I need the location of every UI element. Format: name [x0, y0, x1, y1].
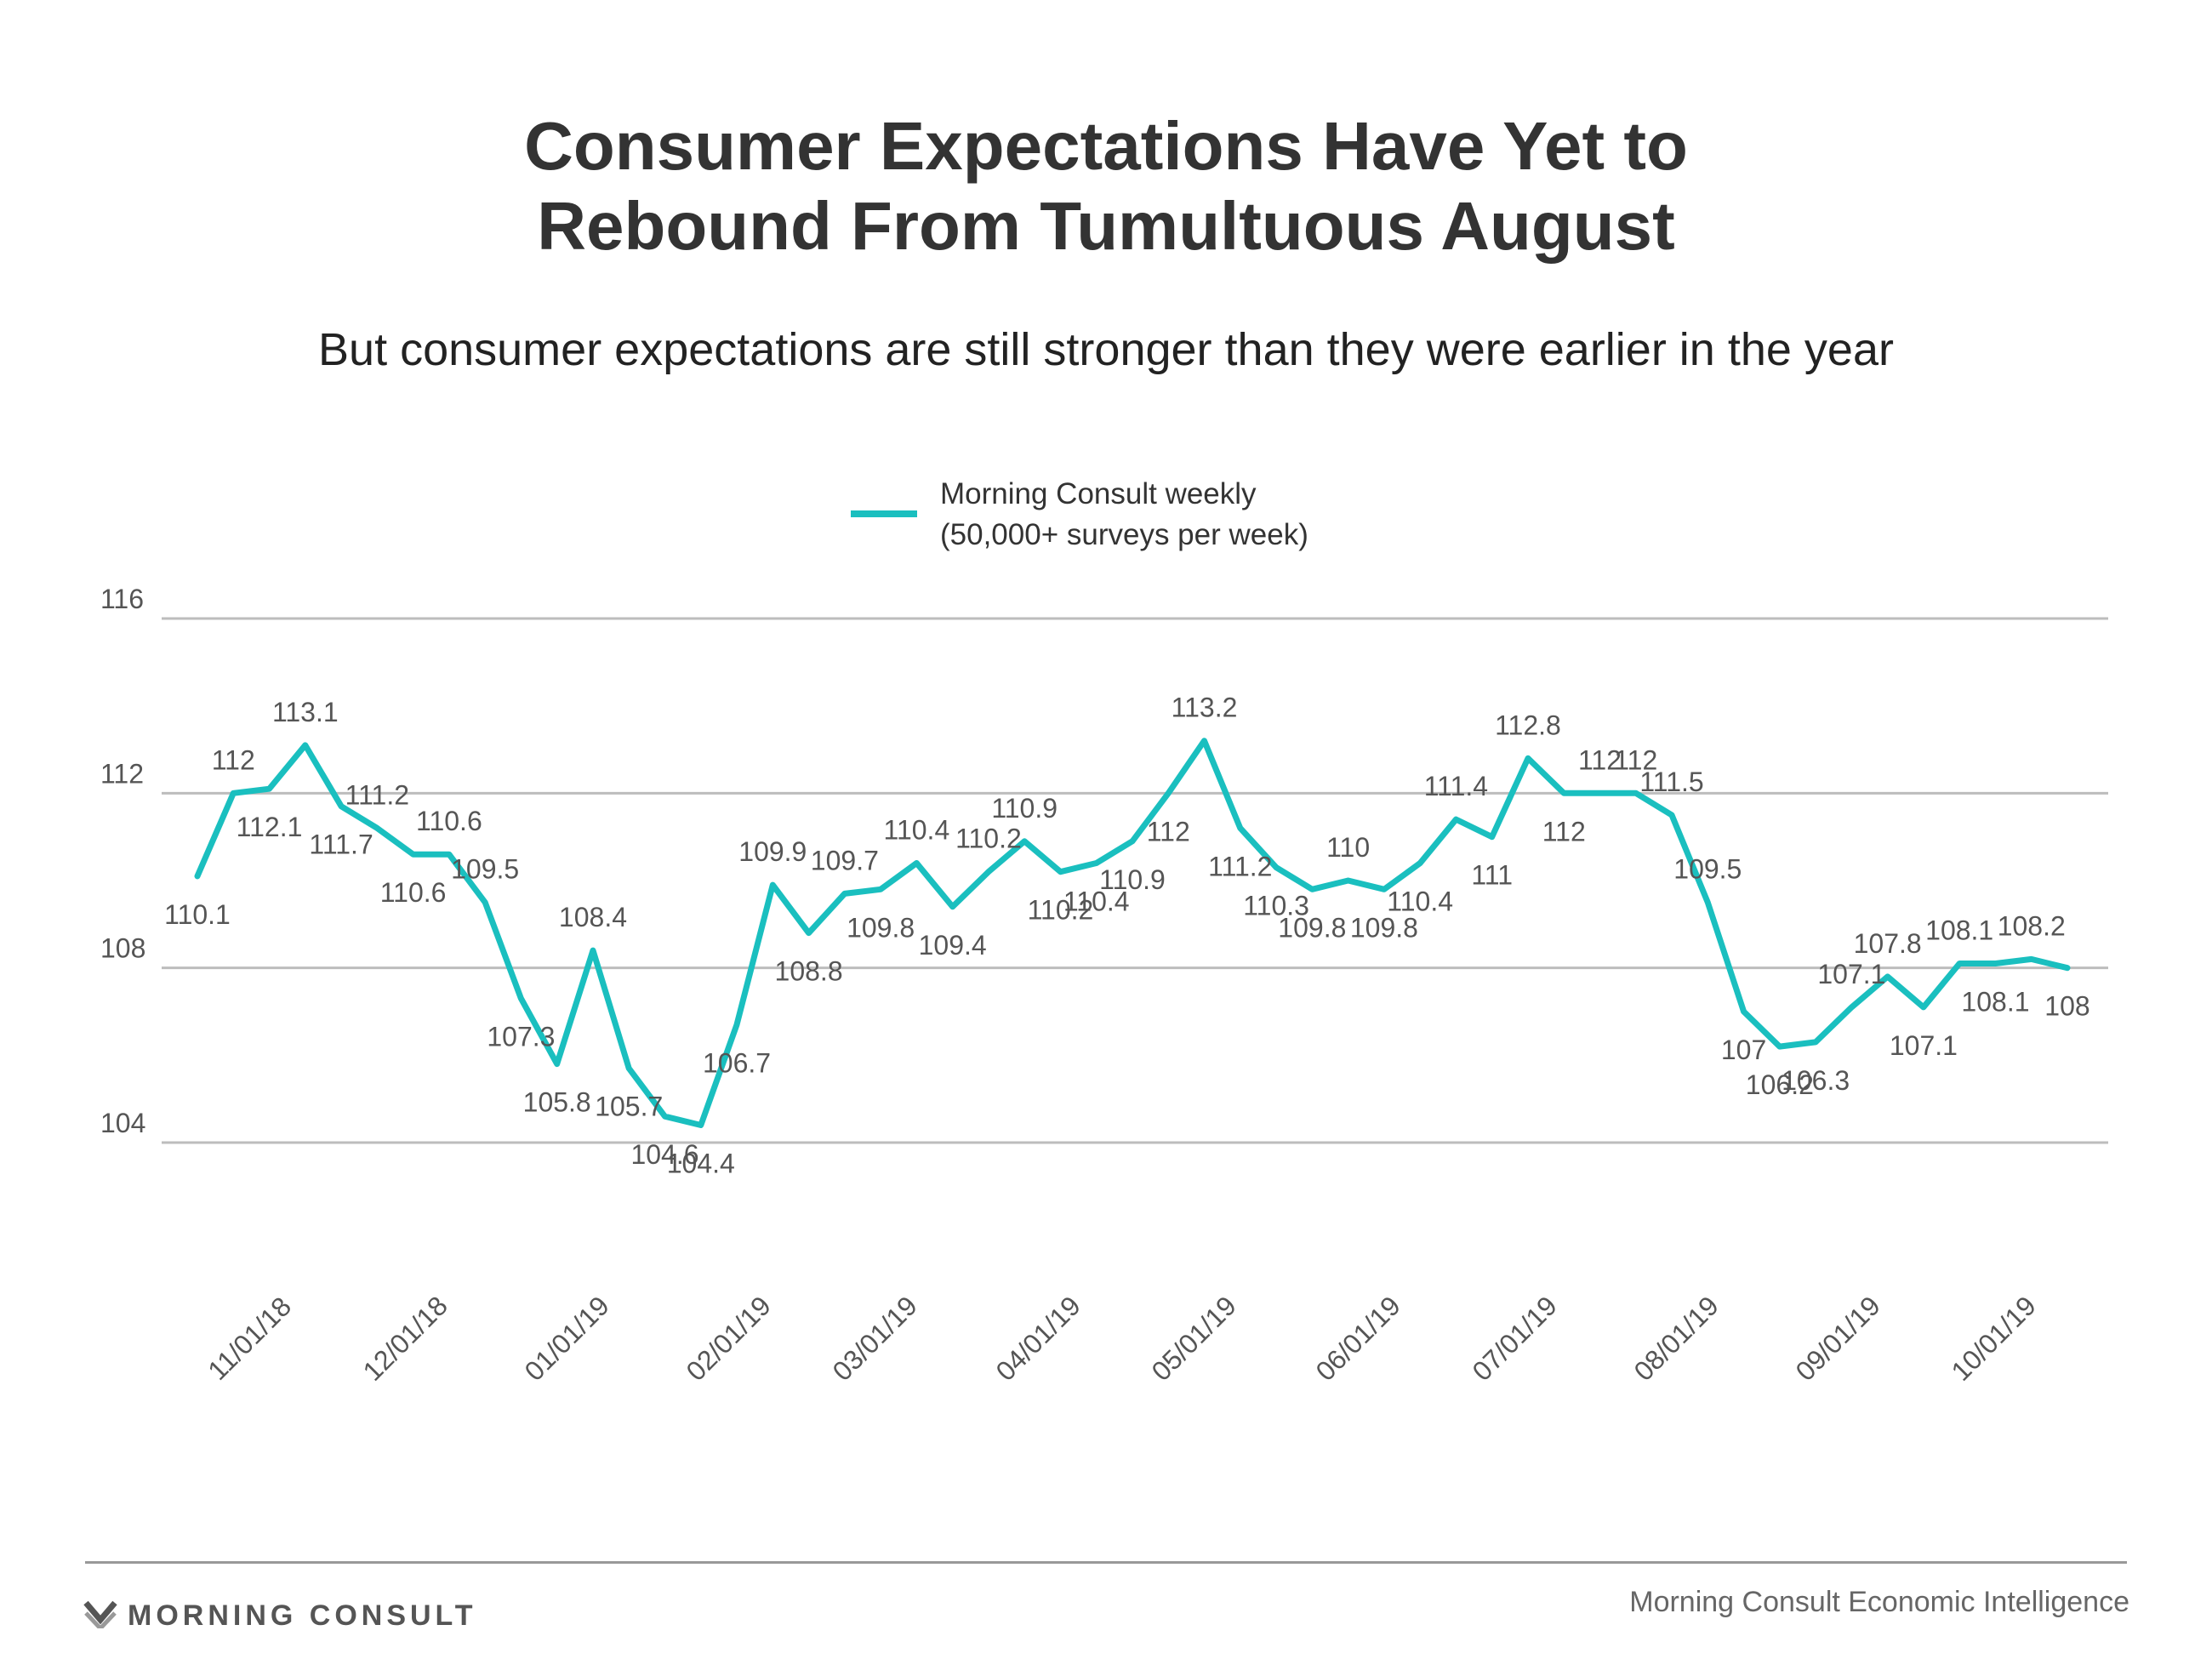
data-label: 109.4 [919, 930, 987, 961]
brand-name: MORNING CONSULT [128, 1599, 477, 1632]
data-label: 106.2 [1746, 1069, 1814, 1100]
x-tick-label: 06/01/19 [1309, 1290, 1406, 1387]
data-label: 112 [1542, 816, 1586, 847]
footer-divider [85, 1561, 2127, 1564]
data-label: 108.1 [1925, 915, 1993, 946]
data-label: 106.3 [1782, 1065, 1850, 1096]
data-label: 107 [1721, 1035, 1766, 1065]
data-label: 110.1 [164, 899, 231, 930]
data-labels: 110.1112112.1113.1111.7111.2110.6110.610… [164, 693, 2090, 1179]
x-tick-label: 04/01/19 [989, 1290, 1086, 1387]
x-tick-label: 01/01/19 [518, 1290, 615, 1387]
data-label: 108.4 [559, 902, 627, 932]
data-label: 105.7 [595, 1092, 663, 1122]
x-tick-label: 09/01/19 [1789, 1290, 1886, 1387]
data-label: 110.2 [1028, 895, 1094, 926]
x-tick-label: 07/01/19 [1466, 1290, 1563, 1387]
data-label: 112 [1614, 744, 1657, 775]
x-tick-label: 11/01/18 [202, 1291, 297, 1386]
legend-label-line-2: (50,000+ surveys per week) [940, 518, 1308, 551]
morning-consult-chevron-icon [83, 1599, 117, 1633]
data-label: 110.6 [380, 877, 447, 908]
data-label: 109.8 [1350, 912, 1418, 943]
data-label: 110.6 [416, 806, 482, 836]
data-label: 110.4 [1063, 886, 1130, 916]
source-credit: Morning Consult Economic Intelligence [1629, 1586, 2129, 1618]
y-tick-label: 116 [100, 584, 144, 614]
data-label: 113.2 [1172, 693, 1238, 723]
chart-title-line-1: Consumer Expectations Have Yet to [524, 108, 1688, 184]
legend-label-line-1: Morning Consult weekly [940, 477, 1257, 510]
data-label: 111.4 [1424, 771, 1488, 801]
x-tick-label: 05/01/19 [1145, 1290, 1242, 1387]
chart-title: Consumer Expectations Have Yet to Reboun… [0, 106, 2212, 266]
data-label: 111 [1471, 860, 1513, 891]
data-label: 109.5 [1673, 854, 1742, 885]
y-axis: 104 108 112 116 [100, 584, 145, 1138]
data-label: 108.2 [1998, 910, 2066, 941]
chart-title-line-2: Rebound From Tumultuous August [537, 188, 1675, 264]
data-label: 109.8 [847, 912, 915, 943]
legend: Morning Consult weekly (50,000+ surveys … [851, 477, 1308, 551]
data-label: 107.8 [1854, 928, 1922, 959]
data-label: 110.2 [955, 824, 1022, 854]
data-label: 111.2 [1208, 851, 1272, 881]
data-label: 110.9 [1099, 864, 1166, 895]
data-label: 110.4 [1387, 886, 1453, 916]
data-label: 111.5 [1639, 767, 1703, 797]
data-label: 104.6 [630, 1139, 698, 1170]
data-label: 110.4 [884, 814, 950, 845]
data-label: 111.7 [309, 830, 373, 860]
x-tick-label: 03/01/19 [826, 1290, 923, 1387]
x-tick-label: 02/01/19 [680, 1290, 777, 1387]
data-label: 107.3 [487, 1022, 555, 1052]
data-label: 109.9 [738, 836, 807, 867]
data-label: 108.8 [775, 956, 843, 987]
series-morning-consult-weekly [194, 738, 2071, 1128]
gridlines [162, 617, 2108, 1144]
y-tick-label: 108 [100, 933, 145, 964]
data-label: 108.1 [1961, 987, 2029, 1018]
data-label: 107.1 [1890, 1030, 1958, 1061]
chart-subtitle: But consumer expectations are still stro… [318, 324, 1894, 375]
data-label: 110.9 [991, 793, 1058, 824]
data-label: 105.8 [523, 1087, 591, 1118]
data-label: 112.1 [237, 812, 303, 842]
data-label: 112.8 [1495, 710, 1561, 740]
data-label: 112 [1578, 744, 1622, 775]
data-label: 110.3 [1243, 891, 1309, 921]
data-label: 110 [1326, 832, 1370, 863]
data-label: 113.1 [272, 697, 339, 727]
x-axis: 11/01/18 12/01/18 01/01/19 02/01/19 03/01/19… [202, 1290, 2042, 1387]
x-tick-label: 12/01/18 [356, 1290, 453, 1387]
data-label: 109.8 [1278, 912, 1346, 943]
x-tick-label: 10/01/19 [1945, 1290, 2042, 1387]
y-tick-label: 104 [100, 1108, 145, 1138]
data-label: 107.1 [1817, 959, 1885, 989]
data-label: 109.5 [451, 854, 519, 885]
data-label: 109.7 [811, 845, 879, 875]
brand-logo: MORNING CONSULT [83, 1599, 477, 1633]
data-label: 111.2 [345, 779, 409, 810]
series-line [194, 738, 2071, 1128]
data-label: 104.4 [667, 1148, 735, 1178]
data-label: 112 [212, 744, 255, 775]
data-label: 108 [2044, 991, 2089, 1022]
y-tick-label: 112 [100, 758, 144, 789]
x-tick-label: 08/01/19 [1628, 1290, 1725, 1387]
data-label: 112 [1147, 816, 1190, 847]
data-label: 106.7 [703, 1047, 771, 1078]
